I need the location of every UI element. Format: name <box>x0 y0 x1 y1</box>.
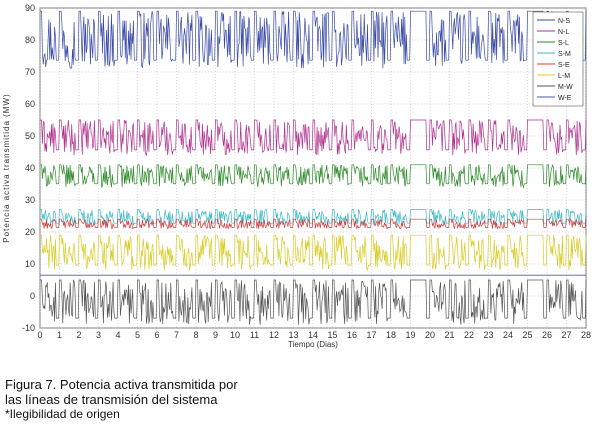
y-tick-label: 10 <box>25 259 35 269</box>
legend-entry: S-M <box>558 51 571 58</box>
series-line <box>40 234 587 271</box>
figure-caption: Figura 7. Potencia activa transmitida po… <box>5 377 405 421</box>
legend-entry: N-L <box>558 29 569 36</box>
x-tick-label: 17 <box>366 330 376 340</box>
y-tick-label: 70 <box>25 67 35 77</box>
y-tick-label: 80 <box>25 35 35 45</box>
x-tick-label: 11 <box>250 330 259 340</box>
x-tick-label: 0 <box>37 330 42 340</box>
series-n-s <box>40 10 587 69</box>
x-tick-label: 7 <box>174 330 179 340</box>
series-line <box>40 10 587 69</box>
y-tick-label: 90 <box>25 3 35 13</box>
series-m-w <box>40 279 587 325</box>
series-s-e <box>40 218 587 231</box>
x-tick-label: 5 <box>135 330 140 340</box>
series-l-m <box>40 234 587 271</box>
x-tick-label: 18 <box>386 330 396 340</box>
y-tick-label: 40 <box>25 163 35 173</box>
caption-note: *Ilegibilidad de origen <box>5 407 120 421</box>
legend-entry: L-M <box>558 73 570 80</box>
x-tick-label: 28 <box>581 330 591 340</box>
legend-entry: S-L <box>558 40 569 47</box>
legend-box <box>532 11 584 107</box>
x-tick-label: 27 <box>561 330 571 340</box>
x-tick-label: 26 <box>542 330 552 340</box>
x-tick-label: 13 <box>288 330 298 340</box>
x-axis-label: Tiempo (Dias) <box>288 340 338 349</box>
x-tick-label: 2 <box>76 330 81 340</box>
series-n-l <box>40 119 587 157</box>
y-tick-label: 20 <box>25 227 35 237</box>
x-tick-label: 3 <box>96 330 101 340</box>
x-tick-label: 1 <box>57 330 62 340</box>
series-line <box>40 119 587 157</box>
x-tick-label: 19 <box>405 330 415 340</box>
x-tick-label: 9 <box>213 330 218 340</box>
x-tick-label: 8 <box>193 330 198 340</box>
x-tick-label: 12 <box>269 330 279 340</box>
x-tick-label: 10 <box>230 330 240 340</box>
x-tick-label: 25 <box>522 330 532 340</box>
ticks: 0 1 2 3 4 5 6 7 8 9 10 11 12 13 14 15 16 17 18 19 20 21 22 23 24… <box>22 3 591 340</box>
legend-entry: N-S <box>558 18 570 25</box>
caption-line-1: Figura 7. Potencia activa transmitida po… <box>5 377 238 392</box>
x-tick-label: 22 <box>464 330 474 340</box>
x-tick-label: 4 <box>115 330 120 340</box>
x-tick-label: 15 <box>327 330 337 340</box>
y-axis-label: Potencia activa transmitida (MW) <box>2 93 11 242</box>
legend-entry: W-E <box>558 95 572 102</box>
legend-entry: M-W <box>558 84 573 91</box>
y-tick-label: -10 <box>22 323 35 333</box>
x-tick-label: 6 <box>154 330 159 340</box>
x-tick-label: 21 <box>444 330 454 340</box>
series-line <box>40 218 587 231</box>
series-line <box>40 163 587 189</box>
x-tick-label: 24 <box>503 330 513 340</box>
caption-line-2: las líneas de transmisión del sistema <box>5 392 218 407</box>
y-tick-label: 60 <box>25 99 35 109</box>
y-tick-label: 50 <box>25 131 35 141</box>
y-tick-label: 0 <box>30 291 35 301</box>
x-tick-label: 20 <box>425 330 435 340</box>
x-tick-label: 16 <box>347 330 357 340</box>
x-tick-label: 23 <box>483 330 493 340</box>
legend-entry: S-E <box>558 62 570 69</box>
series-line <box>40 279 587 325</box>
x-tick-label: 14 <box>308 330 318 340</box>
y-tick-label: 30 <box>25 195 35 205</box>
series-area <box>40 10 587 325</box>
legend: N-S N-L S-L S-M S-E L-M M-W W-E <box>532 11 584 107</box>
series-s-l <box>40 163 587 189</box>
